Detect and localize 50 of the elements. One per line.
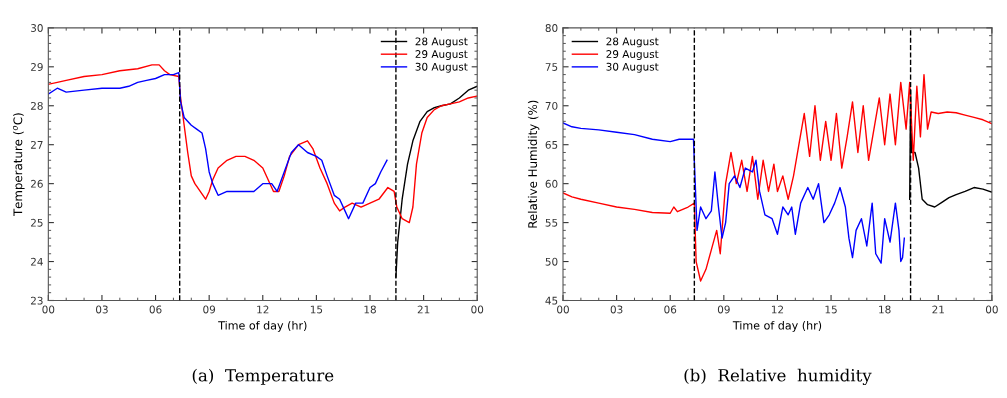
- x-tick-label: 06: [664, 305, 677, 314]
- text: (a) Temperature: [192, 368, 334, 385]
- legend-label: 29 August: [415, 50, 468, 60]
- legend-label: 29 August: [606, 50, 659, 60]
- y-tick-label: 80: [545, 24, 558, 32]
- x-tick-label: 00: [42, 305, 55, 314]
- line-series: [563, 122, 906, 264]
- y-tick-label: 28: [30, 101, 43, 110]
- y-tick-label: 25: [30, 218, 43, 227]
- line-series: [48, 64, 478, 224]
- x-axis-title: Time of day (hr): [732, 320, 822, 332]
- x-tick-label: 15: [310, 305, 323, 314]
- y-tick-label: 45: [545, 296, 558, 305]
- legend-label: 28 August: [606, 37, 659, 48]
- x-tick-label: 00: [557, 305, 569, 314]
- x-tick-label: 21: [932, 305, 944, 314]
- line-series: [48, 71, 388, 220]
- y-tick-label: 55: [545, 218, 558, 227]
- y-tick-label: 24: [30, 257, 43, 266]
- y-axis-title: Temperature ($^{o}$C): [12, 113, 25, 217]
- x-tick-label: 18: [879, 305, 891, 314]
- x-tick-label: 12: [771, 305, 784, 314]
- y-tick-label: 26: [30, 179, 43, 188]
- y-tick-label: 50: [545, 257, 558, 266]
- y-tick-label: 27: [30, 140, 43, 149]
- x-tick-label: 06: [149, 305, 162, 314]
- x-tick-label: 18: [364, 305, 376, 314]
- y-tick-label: 60: [545, 179, 558, 188]
- x-tick-label: 03: [610, 305, 623, 314]
- x-tick-label: 21: [417, 305, 430, 314]
- y-tick-label: 30: [31, 24, 43, 32]
- y-tick-label: 65: [545, 140, 558, 149]
- y-tick-label: 29: [30, 63, 43, 71]
- y-tick-label: 70: [545, 101, 558, 110]
- x-tick-label: 12: [257, 305, 269, 314]
- legend-label: 28 August: [415, 37, 468, 48]
- x-tick-label: 15: [825, 305, 837, 314]
- y-tick-label: 75: [545, 63, 558, 71]
- line-series: [563, 73, 992, 282]
- x-axis-title: Time of day (hr): [218, 320, 307, 332]
- y-axis-title: Relative Humidity (%): [527, 100, 540, 228]
- legend-label: 30 August: [415, 62, 468, 73]
- legend-label: 30 August: [606, 62, 659, 73]
- x-tick-label: 03: [96, 305, 108, 314]
- x-tick-label: 00: [471, 305, 484, 314]
- x-tick-label: 09: [203, 305, 216, 314]
- x-tick-label: 00: [985, 305, 998, 314]
- x-tick-label: 09: [717, 305, 730, 314]
- text: (b) Relative humidity: [684, 368, 872, 386]
- y-tick-label: 23: [30, 296, 43, 305]
